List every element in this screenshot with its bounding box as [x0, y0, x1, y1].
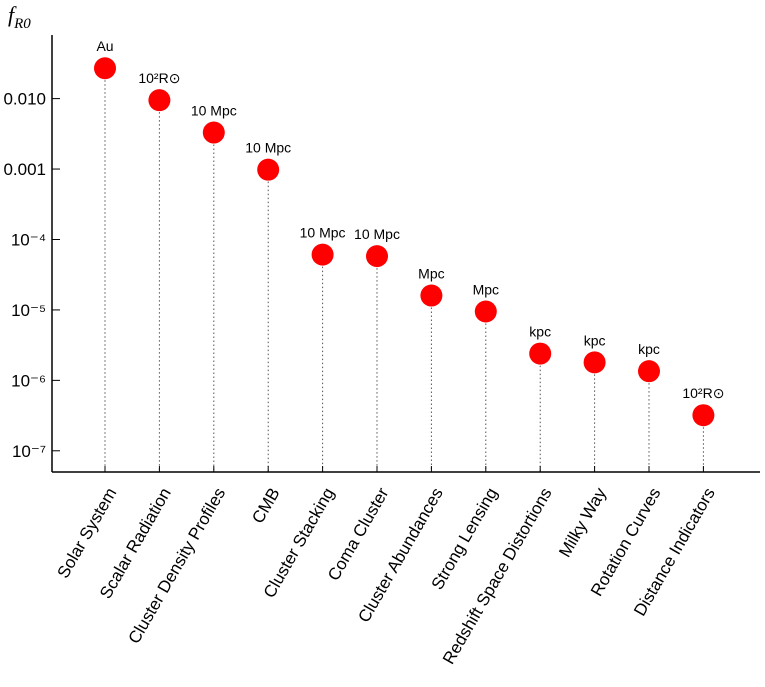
point [692, 404, 715, 427]
y-axis-label: fR0 [8, 2, 31, 32]
point-label: 10 Mpc [245, 140, 291, 156]
point [474, 300, 497, 323]
point-label: Mpc [473, 281, 499, 297]
point [638, 360, 660, 383]
point [202, 121, 225, 144]
point [148, 89, 171, 112]
x-tick-label: Redshift Space Distortions [439, 485, 556, 668]
y-label-sub: R0 [13, 16, 31, 32]
point-label: 10 Mpc [191, 103, 237, 119]
y-tick-label: 10⁻⁵ [11, 301, 46, 320]
point-label: Au [96, 38, 113, 54]
y-label-base: f [8, 2, 17, 27]
y-tick-label: 0.001 [3, 160, 46, 179]
point-label: kpc [584, 332, 606, 348]
point-label: 10²R⊙ [682, 385, 724, 401]
point [257, 158, 280, 181]
point-label: kpc [638, 341, 660, 357]
x-tick-label: Cluster Density Profiles [124, 485, 229, 648]
point-label: 10 Mpc [300, 225, 346, 241]
point [94, 57, 116, 80]
point-label: 10 Mpc [354, 226, 400, 242]
point [366, 245, 388, 268]
point-label: 10²R⊙ [138, 70, 180, 86]
y-tick-label: 10⁻⁷ [12, 442, 46, 461]
y-tick-label: 10⁻⁴ [11, 230, 46, 249]
point [311, 243, 334, 266]
point [529, 342, 552, 365]
y-tick-label: 0.010 [3, 90, 46, 109]
x-tick-label: CMB [248, 485, 283, 527]
point-label: Mpc [418, 266, 444, 282]
x-tick-label: Milky Way [555, 484, 610, 560]
point-label: kpc [529, 324, 551, 340]
y-tick-label: 10⁻⁶ [11, 371, 46, 390]
point [420, 284, 443, 307]
point [583, 351, 606, 374]
